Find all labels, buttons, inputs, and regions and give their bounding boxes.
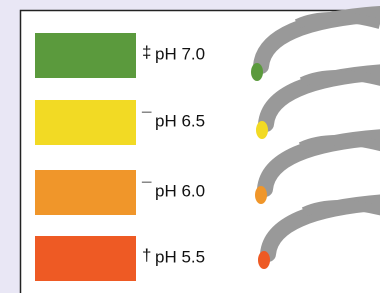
swatch bbox=[35, 236, 136, 281]
swatch bbox=[35, 100, 136, 145]
symbol: ‡ bbox=[142, 42, 151, 61]
swatch bbox=[35, 170, 136, 215]
ph-label: pH 7.0 bbox=[155, 44, 205, 63]
figure: ‡pH 7.0¯pH 6.5¯pH 6.0†pH 5.5 bbox=[0, 0, 380, 293]
tip bbox=[255, 186, 267, 204]
symbol: ¯ bbox=[141, 109, 152, 128]
symbol: † bbox=[142, 245, 151, 264]
ph-label: pH 6.5 bbox=[155, 111, 205, 130]
swatch bbox=[35, 33, 136, 78]
ph-label: pH 6.0 bbox=[155, 181, 205, 200]
ph-label: pH 5.5 bbox=[155, 247, 205, 266]
tip bbox=[251, 63, 263, 81]
symbol: ¯ bbox=[141, 179, 152, 198]
tip bbox=[258, 251, 270, 269]
tip bbox=[256, 121, 268, 139]
